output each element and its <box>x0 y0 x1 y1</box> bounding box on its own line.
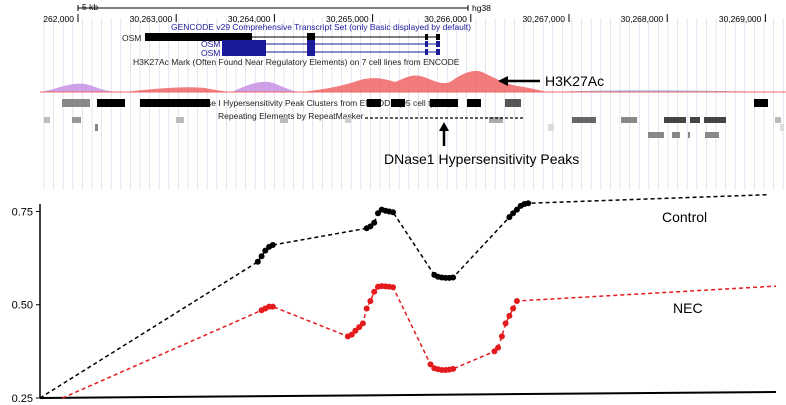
transcript-osm-1: OSM <box>122 33 440 43</box>
data-point-nec <box>269 303 276 310</box>
h3k27ac-signal-purple <box>40 83 115 92</box>
data-point-nec <box>363 305 370 312</box>
coord-label: 30,263,000 <box>130 14 173 24</box>
y-tick-label: 0.75 <box>12 206 33 218</box>
data-point-nec <box>495 344 502 351</box>
annotation-dnase: DNase1 Hypersensitivity Peaks <box>384 122 579 167</box>
coord-label: 30,266,000 <box>424 14 467 24</box>
h3k27ac-signal-red <box>125 87 232 92</box>
data-point-nec <box>352 327 359 334</box>
data-point-control <box>375 210 381 217</box>
data-point-nec <box>506 312 513 319</box>
data-point-nec <box>359 320 366 327</box>
series-line-control <box>39 193 769 399</box>
data-point-nec <box>390 284 396 291</box>
h3k27ac-signal-red <box>300 70 548 92</box>
assembly-label: hg38 <box>472 3 491 13</box>
data-point-nec <box>371 288 378 295</box>
data-point-control <box>525 200 532 207</box>
repeatmasker-track: Repeating Elements by RepeatMasker <box>44 111 784 138</box>
gene-label: OSM <box>201 48 220 58</box>
data-point-nec <box>510 305 517 312</box>
data-point-control <box>513 206 520 213</box>
x-axis <box>39 391 777 399</box>
repeatmasker-track-label: Repeating Elements by RepeatMasker <box>218 111 364 121</box>
y-ticks: 0.75 0.50 0.25 <box>12 206 40 405</box>
data-point-nec <box>513 298 520 304</box>
coord-label: 30,264,000 <box>228 14 271 24</box>
data-point-nec <box>427 361 434 368</box>
series-label-nec: NEC <box>673 300 703 316</box>
line-chart: 0.75 0.50 0.25 Control NEC <box>12 193 777 405</box>
data-point-control <box>367 223 374 230</box>
data-point-nec <box>356 324 363 331</box>
y-tick-label: 0.50 <box>12 300 33 312</box>
y-axis: 0.75 0.50 0.25 <box>12 204 41 405</box>
data-point-nec <box>491 348 498 355</box>
dnase-track: DNase I Hypersensitivity Peak Clusters f… <box>62 98 768 108</box>
gencode-track-label: GENCODE v29 Comprehensive Transcript Set… <box>171 22 471 32</box>
data-point-control <box>450 274 457 281</box>
coordinate-ruler: 262,000 30,263,000 30,264,000 30,265,000 30,… <box>43 14 766 24</box>
annotation-dnase-label: DNase1 Hypersensitivity Peaks <box>384 151 579 167</box>
data-point-control <box>510 210 517 217</box>
y-tick-label: 0.25 <box>12 393 33 405</box>
h3k27ac-track: H3K27Ac Mark (Often Found Near Regulator… <box>40 57 786 93</box>
genome-browser-panel: 5 kb hg38 262,000 30,263,000 30,264,000 30,… <box>40 2 786 190</box>
data-point-nec <box>502 320 509 327</box>
dnase-track-label: DNase I Hypersensitivity Peak Clusters f… <box>190 98 451 108</box>
data-point-nec <box>450 365 457 372</box>
series-label-control: Control <box>662 209 707 225</box>
h3k27ac-signal-purple <box>232 81 300 92</box>
data-point-control <box>254 258 261 265</box>
data-point-control <box>506 214 513 221</box>
annotation-h3k27ac: H3K27Ac <box>498 73 604 89</box>
data-point-control <box>390 209 396 216</box>
data-point-control <box>269 242 276 248</box>
data-point-nec <box>348 331 355 338</box>
annotation-h3k27ac-label: H3K27Ac <box>545 73 604 89</box>
data-point-nec <box>498 333 505 340</box>
gene-label: OSM <box>122 33 141 43</box>
coord-label: 262,000 <box>43 14 74 24</box>
gencode-track: GENCODE v29 Comprehensive Transcript Set… <box>122 22 471 58</box>
series-layer <box>39 193 777 399</box>
transcript-osm-3: OSM <box>201 48 440 58</box>
scale-bar-label: 5 kb <box>82 2 98 12</box>
coord-label: 30,267,000 <box>522 14 565 24</box>
series-line-nec <box>62 285 777 399</box>
coord-label: 30,268,000 <box>621 14 664 24</box>
coord-label: 30,269,000 <box>719 14 762 24</box>
data-point-control <box>371 219 378 226</box>
data-point-control <box>262 247 269 254</box>
data-point-nec <box>367 298 374 304</box>
h3k27ac-track-label: H3K27Ac Mark (Often Found Near Regulator… <box>133 57 460 67</box>
data-point-control <box>258 253 265 260</box>
gene-label: OSM <box>201 39 220 49</box>
transcript-osm-2: OSM <box>201 39 440 49</box>
scale-bar: 5 kb hg38 <box>77 2 491 13</box>
coord-label: 30,265,000 <box>326 14 369 24</box>
